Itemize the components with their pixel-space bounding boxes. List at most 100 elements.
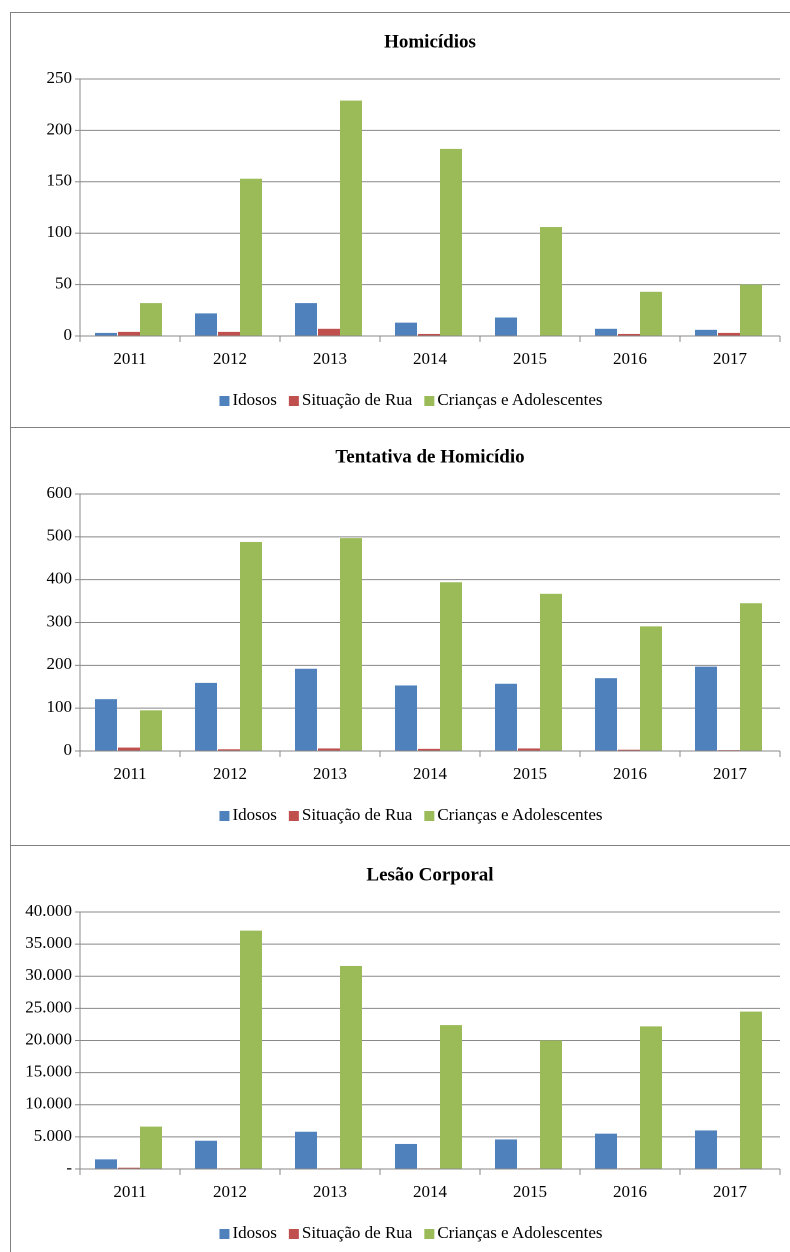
x-tick-label: 2016 bbox=[613, 764, 647, 783]
bar bbox=[140, 1126, 162, 1169]
x-tick-label: 2012 bbox=[213, 349, 247, 368]
bar bbox=[540, 227, 562, 336]
bar bbox=[440, 582, 462, 751]
bar bbox=[295, 303, 317, 336]
legend-label: Idosos bbox=[232, 805, 276, 824]
legend-swatch bbox=[288, 1229, 299, 1239]
legend-label: Situação de Rua bbox=[302, 1223, 413, 1242]
bar bbox=[195, 1140, 217, 1169]
legend-label: Idosos bbox=[232, 1223, 276, 1242]
bar bbox=[495, 683, 517, 751]
bar bbox=[440, 1025, 462, 1169]
legend-label: Crianças e Adolescentes bbox=[437, 390, 602, 409]
x-tick-label: 2015 bbox=[513, 764, 547, 783]
y-tick-label: 100 bbox=[47, 222, 73, 241]
bar bbox=[395, 1143, 417, 1169]
x-tick-label: 2014 bbox=[413, 349, 448, 368]
legend-swatch bbox=[288, 396, 299, 406]
bar bbox=[618, 749, 640, 751]
legend-swatch bbox=[219, 396, 230, 406]
bar bbox=[295, 1131, 317, 1169]
bar bbox=[695, 329, 717, 336]
bar bbox=[740, 1011, 762, 1169]
bar bbox=[395, 322, 417, 336]
bar bbox=[595, 1133, 617, 1169]
bar bbox=[240, 178, 262, 336]
bar bbox=[340, 965, 362, 1169]
bar bbox=[195, 682, 217, 751]
bar bbox=[595, 328, 617, 336]
y-tick-label: 400 bbox=[47, 569, 73, 588]
y-tick-label: 50 bbox=[55, 274, 72, 293]
bar bbox=[640, 626, 662, 751]
bar bbox=[718, 332, 740, 336]
bar bbox=[140, 710, 162, 751]
y-tick-label: 150 bbox=[47, 171, 73, 190]
legend-swatch bbox=[424, 1229, 435, 1239]
bar bbox=[418, 748, 440, 751]
bar bbox=[218, 331, 240, 336]
x-tick-label: 2013 bbox=[313, 349, 347, 368]
legend-label: Idosos bbox=[232, 390, 276, 409]
legend-label: Crianças e Adolescentes bbox=[437, 1223, 602, 1242]
bar bbox=[695, 1130, 717, 1169]
y-tick-label: 0 bbox=[64, 325, 73, 344]
bar bbox=[595, 678, 617, 751]
bar bbox=[440, 148, 462, 336]
y-tick-label: 250 bbox=[47, 68, 73, 87]
legend-label: Situação de Rua bbox=[302, 390, 413, 409]
y-tick-label: 200 bbox=[47, 654, 73, 673]
bar bbox=[340, 100, 362, 336]
y-tick-label: 5.000 bbox=[34, 1126, 72, 1145]
bar bbox=[395, 685, 417, 751]
legend-swatch bbox=[424, 396, 435, 406]
x-tick-label: 2015 bbox=[513, 349, 547, 368]
chart-title: Tentativa de Homicídio bbox=[335, 446, 524, 467]
y-tick-label: 10.000 bbox=[25, 1094, 72, 1113]
bar bbox=[318, 328, 340, 336]
legend-label: Situação de Rua bbox=[302, 805, 413, 824]
x-tick-label: 2012 bbox=[213, 1182, 247, 1201]
x-tick-label: 2011 bbox=[113, 1182, 146, 1201]
y-tick-label: 500 bbox=[47, 526, 73, 545]
bar bbox=[740, 603, 762, 751]
y-tick-label: 25.000 bbox=[25, 997, 72, 1016]
x-tick-label: 2016 bbox=[613, 349, 647, 368]
x-tick-label: 2012 bbox=[213, 764, 247, 783]
bar bbox=[118, 331, 140, 336]
legend-label: Crianças e Adolescentes bbox=[437, 805, 602, 824]
y-tick-label: - bbox=[66, 1158, 72, 1177]
bar bbox=[95, 699, 117, 751]
bar bbox=[740, 284, 762, 336]
y-tick-label: 200 bbox=[47, 119, 73, 138]
bar bbox=[640, 291, 662, 336]
bar bbox=[618, 333, 640, 336]
y-tick-label: 100 bbox=[47, 697, 73, 716]
bar bbox=[518, 748, 540, 751]
x-tick-label: 2013 bbox=[313, 1182, 347, 1201]
bar bbox=[240, 930, 262, 1169]
bar bbox=[418, 333, 440, 336]
x-tick-label: 2016 bbox=[613, 1182, 647, 1201]
bar bbox=[495, 1139, 517, 1169]
y-tick-label: 40.000 bbox=[25, 901, 72, 920]
bar bbox=[695, 666, 717, 751]
x-tick-label: 2017 bbox=[713, 764, 748, 783]
y-tick-label: 30.000 bbox=[25, 965, 72, 984]
bar bbox=[118, 1167, 140, 1169]
bar bbox=[295, 668, 317, 751]
bar bbox=[95, 1159, 117, 1169]
x-tick-label: 2017 bbox=[713, 1182, 748, 1201]
x-tick-label: 2017 bbox=[713, 349, 748, 368]
bar bbox=[118, 747, 140, 751]
legend-swatch bbox=[219, 811, 230, 821]
bar bbox=[340, 538, 362, 751]
y-tick-label: 0 bbox=[64, 740, 73, 759]
chart-title: Homicídios bbox=[384, 31, 476, 52]
x-tick-label: 2011 bbox=[113, 764, 146, 783]
y-tick-label: 15.000 bbox=[25, 1062, 72, 1081]
y-tick-label: 600 bbox=[47, 483, 73, 502]
legend-swatch bbox=[424, 811, 435, 821]
